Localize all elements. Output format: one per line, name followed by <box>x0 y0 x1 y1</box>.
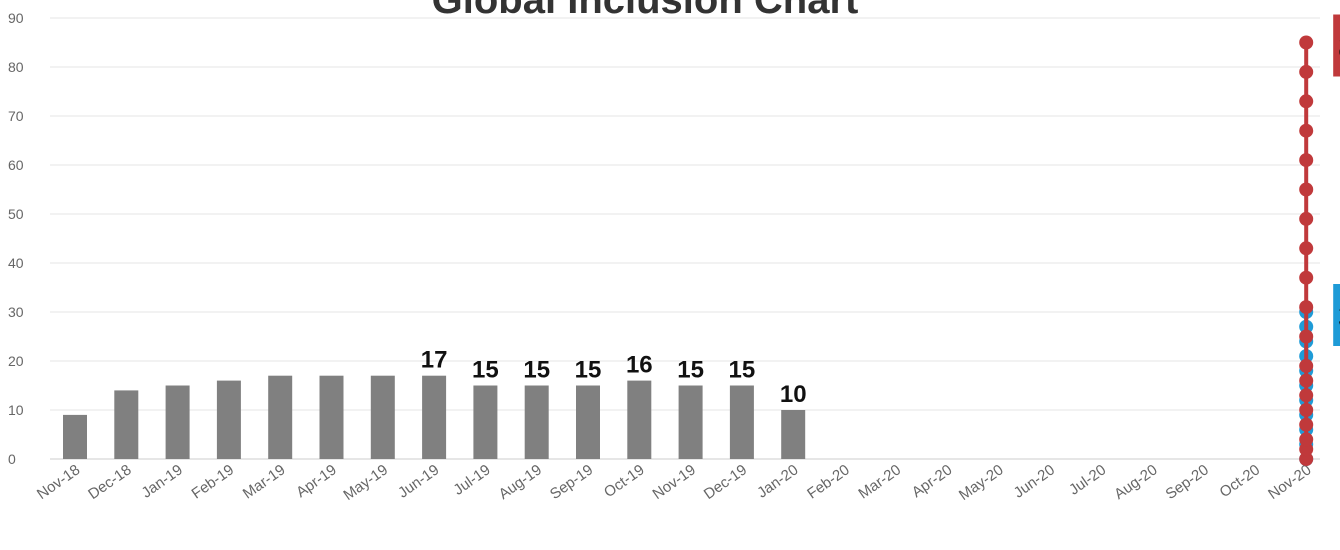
x-tick-label: Sep-20 <box>1163 461 1212 503</box>
series-point <box>1299 123 1314 138</box>
bar <box>422 375 447 459</box>
y-tick-label: 80 <box>8 59 24 75</box>
x-tick-label: Apr-19 <box>293 461 340 501</box>
data-label: 15 <box>729 357 756 384</box>
x-tick-label: Feb-20 <box>804 461 853 502</box>
bar <box>627 380 652 459</box>
bar <box>729 385 754 459</box>
x-tick-label: Aug-19 <box>496 461 545 503</box>
x-tick-label: Jan-20 <box>754 461 801 501</box>
bar <box>524 385 549 459</box>
x-tick-label: Apr-20 <box>909 461 956 501</box>
x-tick-label: Oct-20 <box>1217 461 1264 501</box>
x-tick-label: May-19 <box>340 461 391 504</box>
end-label-box <box>1333 14 1340 77</box>
x-tick-label: Dec-19 <box>701 461 750 503</box>
x-tick-label: Mar-20 <box>855 461 904 502</box>
bar <box>781 410 806 459</box>
data-label: 15 <box>472 357 499 384</box>
series-point <box>1299 358 1314 373</box>
y-tick-label: 70 <box>8 108 24 124</box>
y-tick-label: 50 <box>8 206 24 222</box>
x-tick-label: Jan-19 <box>139 461 186 501</box>
series-point <box>1299 64 1314 79</box>
series-point <box>1299 182 1314 197</box>
series-point <box>1299 442 1314 457</box>
data-label: 17 <box>421 347 448 374</box>
series-point <box>1299 417 1314 432</box>
x-tick-label: Dec-18 <box>85 461 134 503</box>
series-point <box>1299 94 1314 109</box>
bar <box>678 385 703 459</box>
x-tick-label: Oct-19 <box>601 461 648 501</box>
series-point <box>1299 35 1314 50</box>
bar <box>319 375 344 459</box>
x-tick-label: Mar-19 <box>240 461 289 502</box>
y-tick-label: 60 <box>8 157 24 173</box>
y-tick-label: 90 <box>8 10 24 26</box>
bar <box>114 390 139 459</box>
series-point <box>1299 373 1314 388</box>
x-tick-label: Jun-19 <box>395 461 442 501</box>
data-label: 15 <box>575 357 602 384</box>
series-point <box>1299 388 1314 403</box>
series-point <box>1299 329 1314 344</box>
series-point <box>1299 452 1314 466</box>
chart-title: Global Inclusion Chart <box>431 0 859 22</box>
x-tick-label: Nov-18 <box>34 461 83 503</box>
series-point <box>1299 300 1314 315</box>
x-tick-label: May-20 <box>956 461 1007 504</box>
data-label: 15 <box>677 357 704 384</box>
y-tick-label: 10 <box>8 402 24 418</box>
x-tick-label: Nov-20 <box>1265 461 1314 503</box>
series-point <box>1299 241 1314 256</box>
series-point <box>1299 153 1314 168</box>
bar <box>576 385 600 459</box>
y-tick-label: 0 <box>8 451 16 467</box>
x-tick-label: Jul-20 <box>1066 461 1109 498</box>
end-label: 85 <box>1338 29 1340 67</box>
series-point <box>1299 211 1314 226</box>
series-point <box>1299 432 1314 447</box>
data-label: 15 <box>523 357 550 384</box>
x-tick-label: Aug-20 <box>1111 461 1160 503</box>
y-tick-label: 20 <box>8 353 24 369</box>
bar <box>165 385 190 459</box>
bar <box>370 375 395 459</box>
bar <box>216 380 241 459</box>
bar <box>63 414 87 459</box>
x-tick-label: Jul-19 <box>450 461 493 498</box>
end-label-box <box>1333 284 1340 346</box>
x-tick-label: Sep-19 <box>547 461 596 503</box>
data-label: 10 <box>780 381 807 408</box>
x-tick-label: Feb-19 <box>189 461 238 502</box>
data-label: 16 <box>626 352 653 379</box>
y-tick-label: 40 <box>8 255 24 271</box>
y-tick-label: 30 <box>8 304 24 320</box>
series-point <box>1299 270 1314 285</box>
series-point <box>1299 403 1314 417</box>
end-label: 30 <box>1338 298 1340 336</box>
x-tick-label: Nov-19 <box>650 461 699 503</box>
bar <box>268 375 293 459</box>
x-tick-label: Jun-20 <box>1011 461 1058 501</box>
bar <box>473 385 498 459</box>
